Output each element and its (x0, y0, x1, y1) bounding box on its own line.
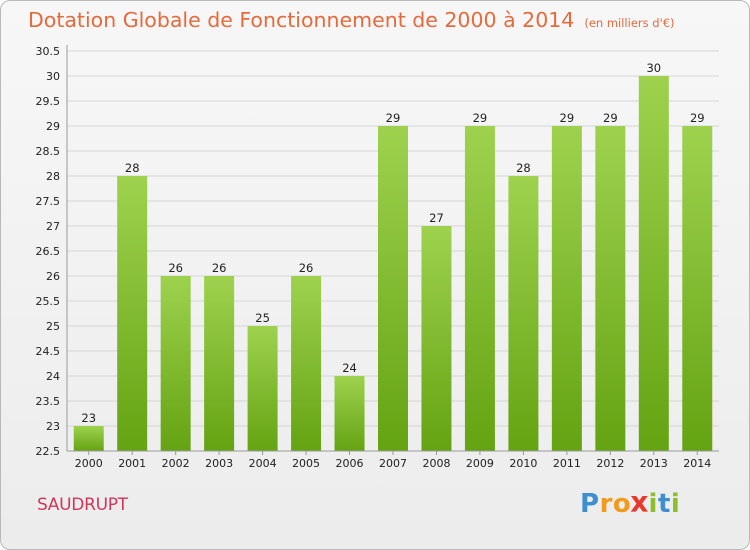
y-tick-label: 28 (46, 170, 60, 183)
x-tick-label: 2010 (509, 457, 537, 470)
bar-2006 (334, 376, 365, 451)
y-tick-label: 26 (46, 270, 60, 283)
bar-2007 (378, 126, 408, 451)
x-tick-label: 2011 (553, 457, 581, 470)
x-tick-label: 2008 (422, 457, 450, 470)
y-tick-label: 23 (46, 420, 60, 433)
x-tick-label: 2013 (640, 457, 668, 470)
x-tick-label: 2006 (336, 457, 364, 470)
data-label: 27 (429, 211, 444, 225)
y-tick-label: 23.5 (36, 395, 61, 408)
y-tick-label: 24 (46, 370, 60, 383)
bar-2002 (160, 276, 191, 451)
x-tick-label: 2009 (466, 457, 494, 470)
bar-2003 (204, 276, 235, 451)
bar-2000 (73, 426, 104, 451)
bar-2008 (421, 226, 452, 451)
bar-2014 (682, 126, 713, 451)
y-tick-label: 26.5 (36, 245, 61, 258)
data-label: 29 (560, 111, 575, 125)
logo-letter: P (580, 489, 600, 519)
x-tick-label: 2014 (683, 457, 711, 470)
chart-title: Dotation Globale de Fonctionnement de 20… (28, 8, 675, 32)
y-tick-label: 27 (46, 220, 60, 233)
y-tick-label: 25 (46, 320, 60, 333)
y-tick-label: 22.5 (36, 445, 61, 458)
proxiti-logo: Proxiti (580, 486, 681, 520)
y-tick-label: 24.5 (36, 345, 61, 358)
axes (66, 45, 719, 455)
x-tick-label: 2002 (162, 457, 190, 470)
logo-letter: x (630, 486, 650, 520)
y-tick-label: 29 (46, 120, 60, 133)
data-label: 26 (299, 261, 314, 275)
bars (73, 76, 713, 451)
data-label: 28 (125, 161, 140, 175)
bar-2004 (247, 326, 278, 451)
data-label: 25 (255, 311, 270, 325)
x-tick-label: 2004 (249, 457, 277, 470)
data-labels: 23 28 26 26 25 26 24 29 27 29 28 29 29 30 29 (81, 61, 704, 425)
data-label: 29 (603, 111, 618, 125)
logo-letter: r (599, 489, 613, 519)
data-label: 30 (646, 61, 661, 75)
x-tick-label: 2000 (75, 457, 103, 470)
y-tick-label: 27.5 (36, 195, 61, 208)
data-label: 28 (516, 161, 531, 175)
bar-2001 (117, 176, 148, 451)
bar-2009 (464, 126, 495, 451)
x-tick-label: 2001 (118, 457, 146, 470)
logo-letter: t (657, 489, 671, 519)
bar-2013 (638, 76, 669, 451)
y-axis-tick-labels: 22.5 23 23.5 24 24.5 25 25.5 26 26.5 27 27.5 28 28.5… (36, 45, 61, 458)
y-tick-label: 30 (46, 70, 60, 83)
data-label: 29 (690, 111, 705, 125)
bar-2011 (551, 126, 582, 451)
x-axis-tick-labels: 2000 2001 2002 2003 2004 2005 2006 2007 2008 2009… (75, 457, 712, 470)
y-tick-label: 28.5 (36, 145, 61, 158)
bar-2005 (291, 276, 322, 451)
bar-2012 (595, 126, 626, 451)
x-tick-label: 2003 (205, 457, 233, 470)
y-tick-label: 25.5 (36, 295, 61, 308)
bar-2010 (508, 176, 539, 451)
data-label: 29 (386, 111, 401, 125)
place-name: SAUDRUPT (37, 495, 128, 515)
data-label: 23 (81, 411, 96, 425)
data-label: 24 (342, 361, 357, 375)
x-tick-label: 2012 (596, 457, 624, 470)
data-label: 26 (212, 261, 227, 275)
data-label: 26 (168, 261, 183, 275)
data-label: 29 (473, 111, 488, 125)
chart-subtitle: (en milliers d'€) (584, 16, 675, 30)
logo-letter: i (648, 489, 658, 519)
logo-letter: i (670, 489, 681, 519)
y-tick-label: 30.5 (36, 45, 61, 58)
x-tick-label: 2005 (292, 457, 320, 470)
x-tick-label: 2007 (379, 457, 407, 470)
logo-letter: o (612, 489, 632, 519)
y-tick-label: 29.5 (36, 95, 61, 108)
